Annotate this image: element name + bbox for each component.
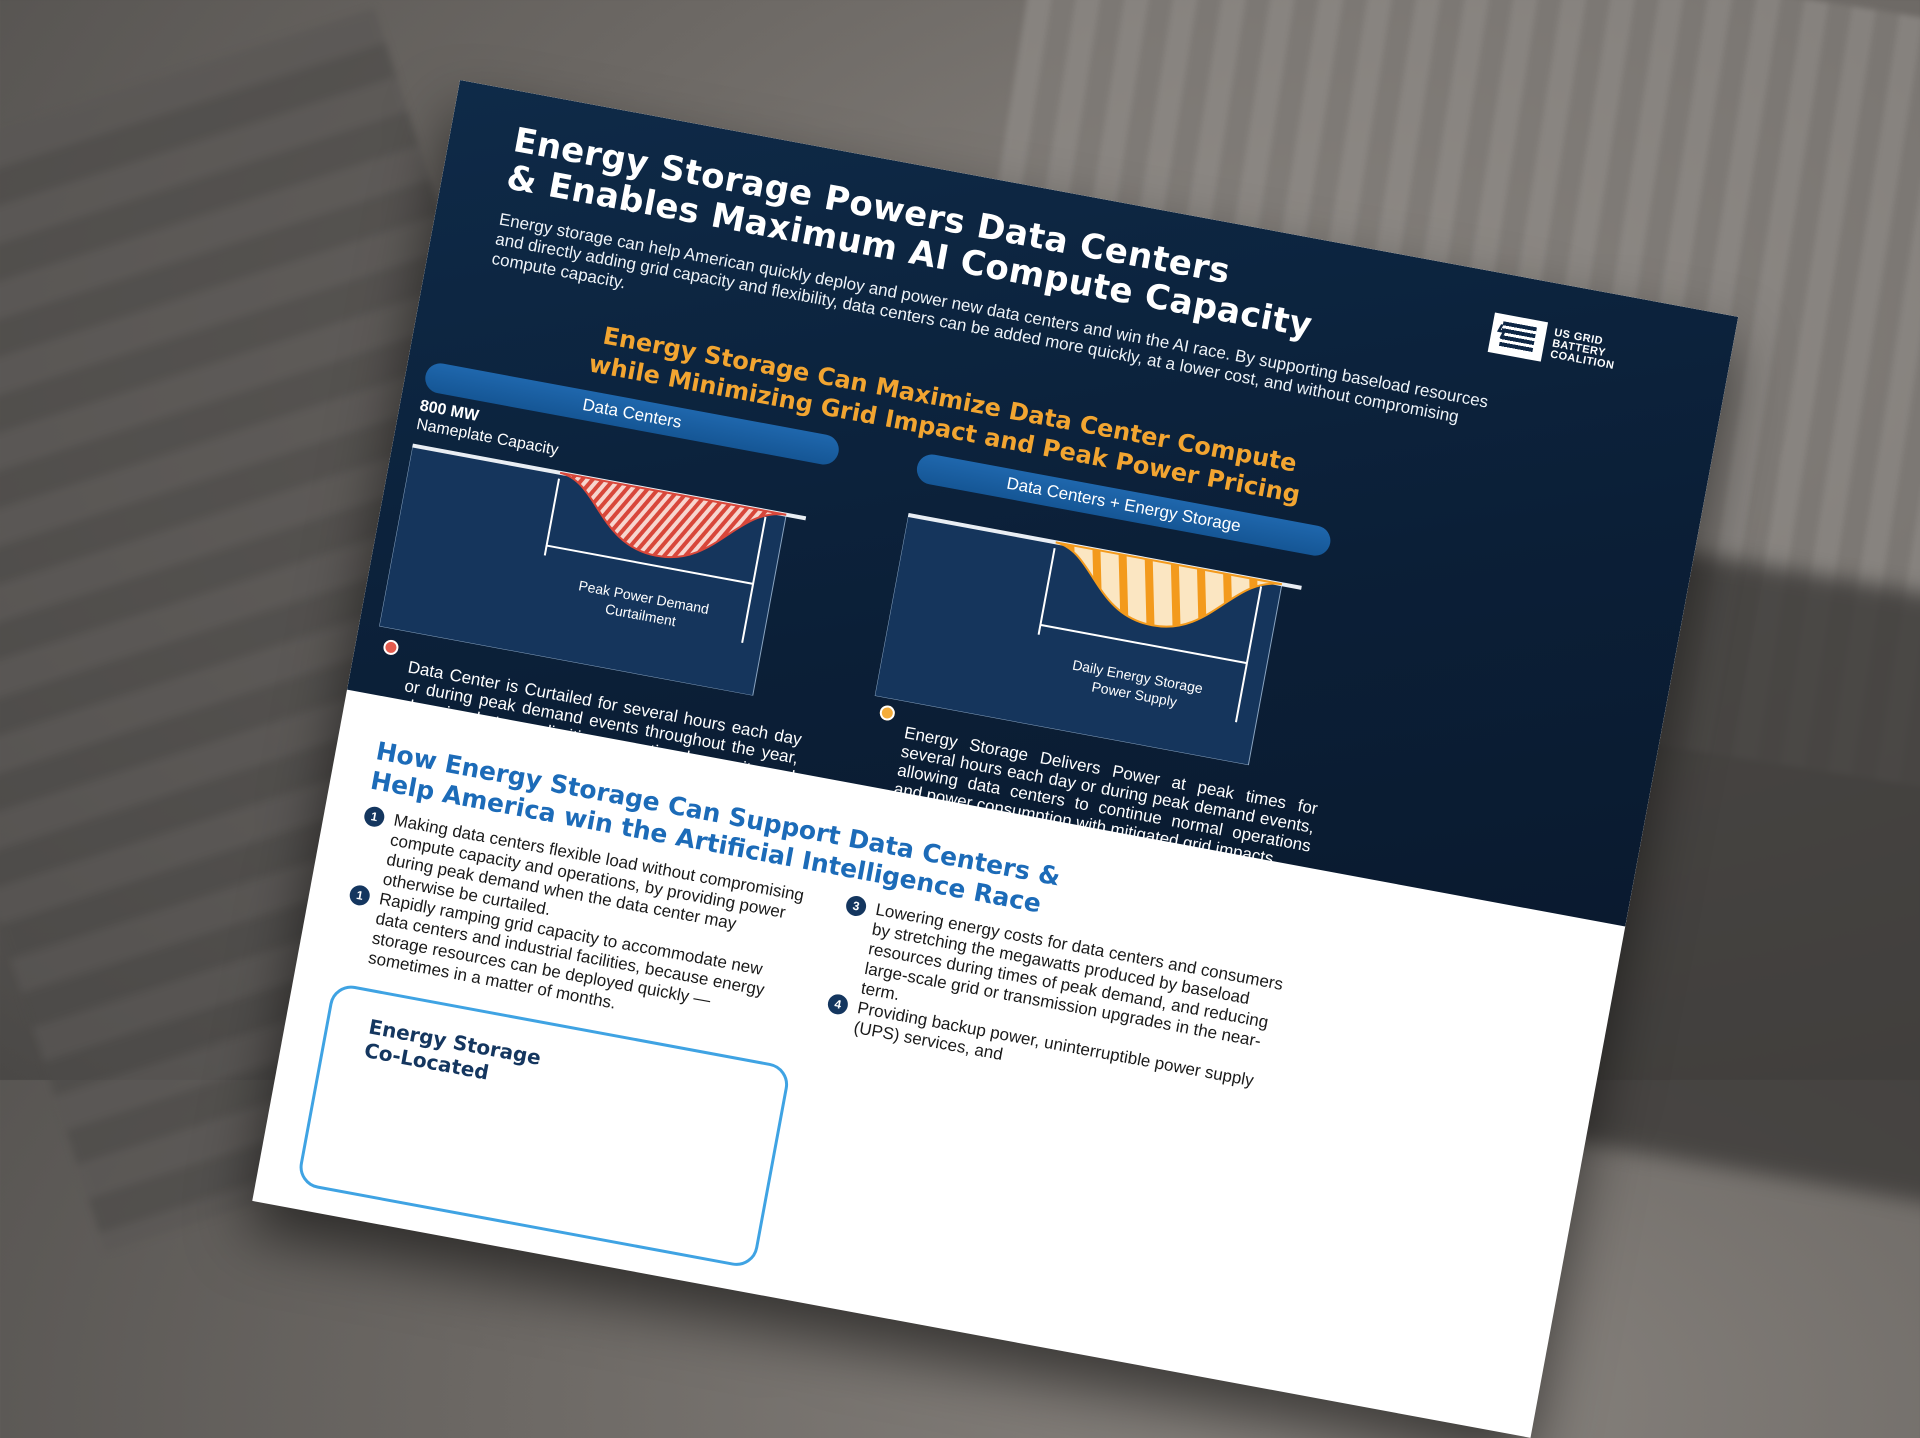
storage-supply-area (1055, 541, 1283, 628)
bracket-left (543, 478, 560, 556)
bracket-left (1037, 548, 1056, 635)
fact-sheet: Energy Storage Powers Data Centers & Ena… (252, 80, 1739, 1438)
logo-wordmark: US GRID BATTERY COALITION (1549, 326, 1619, 371)
curtailment-diagram: Peak Power Demand Curtailment (379, 440, 807, 700)
battery-grid-icon: ϟ (1487, 312, 1549, 362)
item-number-badge: 1 (348, 883, 372, 908)
bracket-right (1234, 586, 1263, 723)
bracket-span (1040, 623, 1248, 665)
item-number-badge: 1 (362, 805, 386, 829)
curtailment-area (559, 471, 787, 559)
bracket-span (546, 544, 754, 585)
curtailment-diagram-svg: Peak Power Demand Curtailment (379, 441, 807, 697)
callout-heading: Energy Storage Co-Located (362, 1014, 764, 1134)
bracket-right (741, 516, 767, 644)
item-number-badge: 4 (826, 992, 850, 1016)
item-number-badge: 3 (844, 894, 868, 918)
storage-diagram-svg: Daily Energy Storage Power Supply (874, 511, 1302, 766)
storage-diagram: Daily Energy Storage Power Supply (874, 509, 1303, 769)
